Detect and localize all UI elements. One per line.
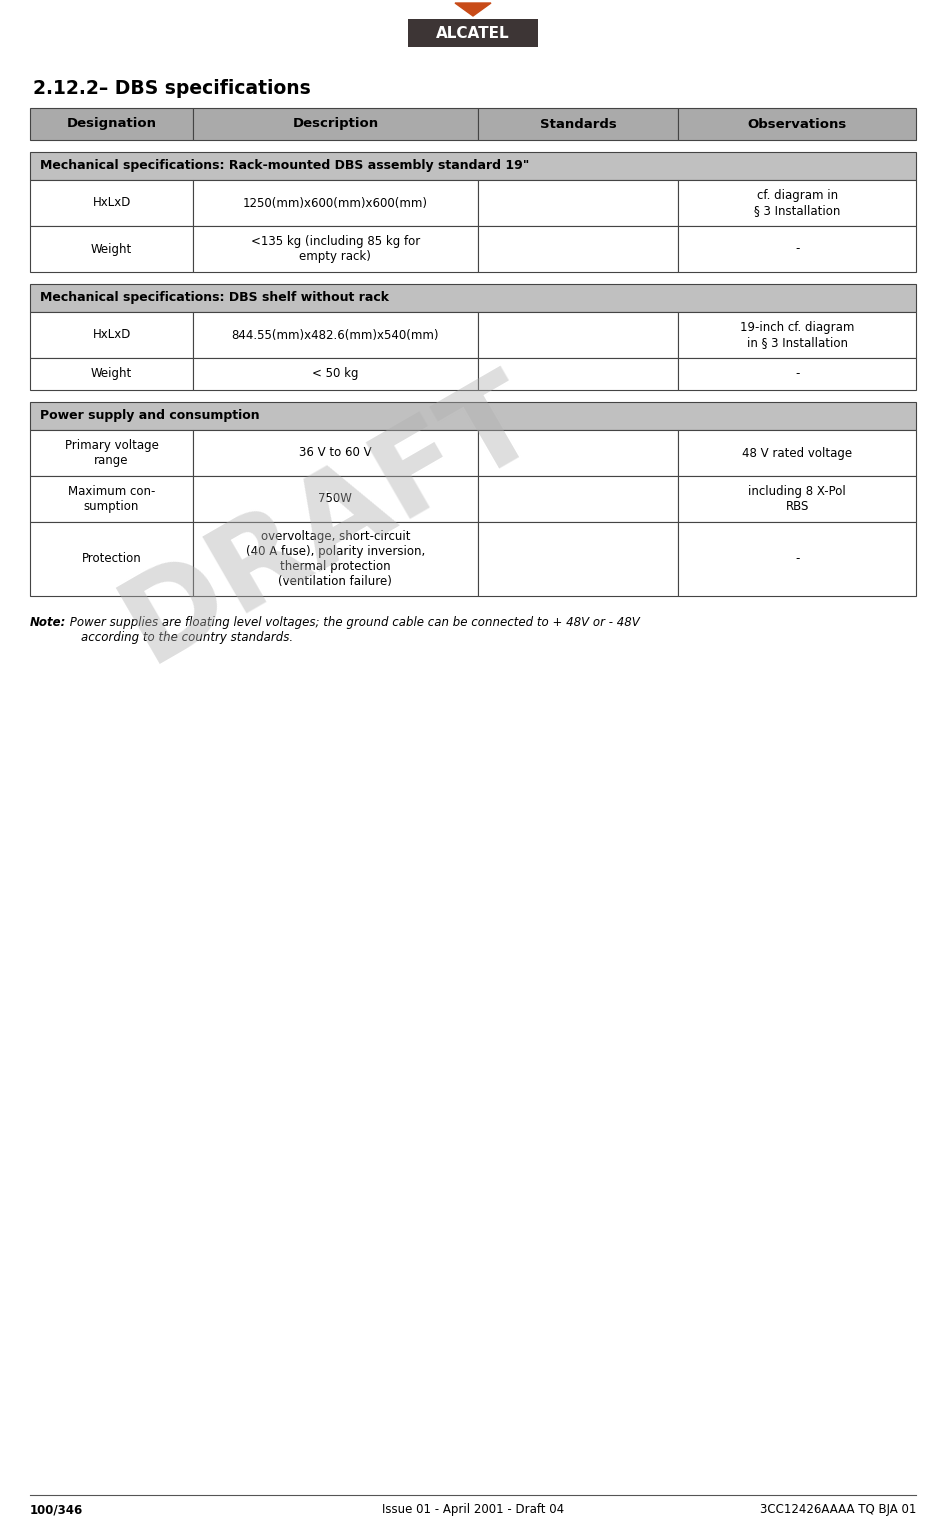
Text: 2.12.2– DBS specifications: 2.12.2– DBS specifications	[33, 78, 310, 98]
Text: cf. diagram in
§ 3 Installation: cf. diagram in § 3 Installation	[754, 189, 840, 217]
Bar	[193, 431, 478, 476]
Bar	[30, 153, 916, 180]
Text: 100/346: 100/346	[30, 1504, 83, 1516]
Bar	[30, 108, 193, 140]
Text: overvoltage, short-circuit
(40 A fuse), polarity inversion,
thermal protection
(: overvoltage, short-circuit (40 A fuse), …	[246, 530, 425, 588]
Polygon shape	[455, 3, 491, 15]
Bar	[678, 312, 916, 357]
Bar	[678, 108, 916, 140]
Text: -: -	[795, 368, 799, 380]
Bar	[678, 476, 916, 522]
Text: Note:: Note:	[30, 615, 66, 629]
Text: 3CC12426AAAA TQ BJA 01: 3CC12426AAAA TQ BJA 01	[760, 1504, 916, 1516]
Bar	[478, 108, 678, 140]
Text: < 50 kg: < 50 kg	[312, 368, 359, 380]
Text: -: -	[795, 243, 799, 255]
Text: Mechanical specifications: Rack-mounted DBS assembly standard 19": Mechanical specifications: Rack-mounted …	[40, 159, 530, 173]
Text: HxLxD: HxLxD	[93, 328, 131, 342]
Bar	[193, 476, 478, 522]
Bar	[30, 312, 193, 357]
Bar	[678, 431, 916, 476]
Text: Power supply and consumption: Power supply and consumption	[40, 409, 259, 423]
Text: Mechanical specifications: DBS shelf without rack: Mechanical specifications: DBS shelf wit…	[40, 292, 389, 304]
Text: Primary voltage
range: Primary voltage range	[64, 438, 159, 467]
Bar	[678, 180, 916, 226]
Text: 844.55(mm)x482.6(mm)x540(mm): 844.55(mm)x482.6(mm)x540(mm)	[232, 328, 439, 342]
Text: including 8 X-Pol
RBS: including 8 X-Pol RBS	[748, 486, 846, 513]
Bar	[193, 180, 478, 226]
Text: -: -	[795, 553, 799, 565]
Bar	[193, 357, 478, 389]
Text: Observations: Observations	[747, 118, 847, 130]
Bar	[30, 226, 193, 272]
Text: Description: Description	[292, 118, 378, 130]
Bar	[30, 522, 193, 596]
Text: 1250(mm)x600(mm)x600(mm): 1250(mm)x600(mm)x600(mm)	[243, 197, 428, 209]
Bar	[193, 226, 478, 272]
Bar	[478, 180, 678, 226]
Bar	[193, 522, 478, 596]
Bar	[678, 226, 916, 272]
Text: 750W: 750W	[319, 493, 352, 505]
Bar	[30, 357, 193, 389]
Text: Power supplies are floating level voltages; the ground cable can be connected to: Power supplies are floating level voltag…	[66, 615, 639, 644]
Text: Weight: Weight	[91, 368, 132, 380]
Text: Protection: Protection	[81, 553, 142, 565]
Bar	[478, 522, 678, 596]
Bar	[30, 476, 193, 522]
Text: Issue 01 - April 2001 - Draft 04: Issue 01 - April 2001 - Draft 04	[382, 1504, 564, 1516]
Bar	[478, 312, 678, 357]
Bar	[678, 522, 916, 596]
Bar	[478, 476, 678, 522]
Text: Weight: Weight	[91, 243, 132, 255]
Text: HxLxD: HxLxD	[93, 197, 131, 209]
Text: Designation: Designation	[66, 118, 157, 130]
Text: DRAFT: DRAFT	[103, 356, 557, 686]
Text: 36 V to 60 V: 36 V to 60 V	[299, 446, 372, 460]
Bar	[478, 226, 678, 272]
Bar	[408, 18, 538, 47]
Bar	[30, 284, 916, 312]
Text: 48 V rated voltage: 48 V rated voltage	[742, 446, 852, 460]
Bar	[478, 431, 678, 476]
Text: Standards: Standards	[539, 118, 616, 130]
Bar	[478, 357, 678, 389]
Bar	[678, 357, 916, 389]
Text: <135 kg (including 85 kg for
empty rack): <135 kg (including 85 kg for empty rack)	[251, 235, 420, 263]
Bar	[193, 312, 478, 357]
Text: ALCATEL: ALCATEL	[436, 26, 510, 41]
Text: Maximum con-
sumption: Maximum con- sumption	[68, 486, 155, 513]
Bar	[30, 431, 193, 476]
Bar	[30, 402, 916, 431]
Text: 19-inch cf. diagram
in § 3 Installation: 19-inch cf. diagram in § 3 Installation	[740, 321, 854, 350]
Bar	[30, 180, 193, 226]
Bar	[193, 108, 478, 140]
